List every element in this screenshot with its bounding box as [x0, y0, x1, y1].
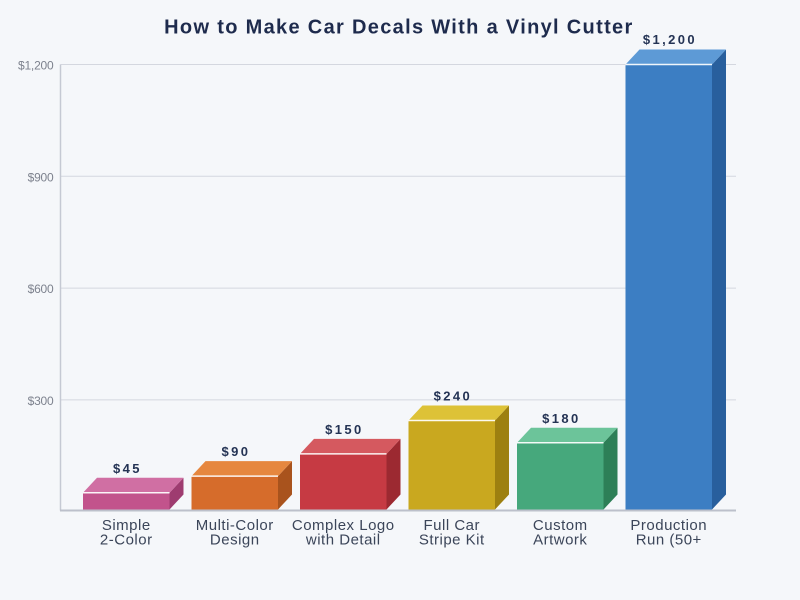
- svg-text:$45: $45: [113, 461, 142, 476]
- svg-text:$300: $300: [28, 394, 54, 408]
- svg-text:Design: Design: [210, 532, 260, 549]
- svg-text:$1,200: $1,200: [18, 59, 54, 73]
- svg-text:$600: $600: [28, 282, 54, 296]
- svg-text:$1,200: $1,200: [643, 32, 697, 47]
- svg-text:Run (50+: Run (50+: [636, 532, 702, 549]
- svg-text:$150: $150: [325, 422, 364, 437]
- svg-text:Artwork: Artwork: [533, 532, 587, 549]
- svg-text:Full Car: Full Car: [423, 517, 480, 534]
- svg-text:2-Color: 2-Color: [100, 532, 153, 549]
- svg-text:Stripe Kit: Stripe Kit: [419, 532, 485, 549]
- svg-text:with Detail: with Detail: [305, 532, 381, 549]
- svg-text:$240: $240: [434, 388, 473, 403]
- svg-text:How to Make Car Decals With a: How to Make Car Decals With a Vinyl Cutt…: [164, 17, 633, 39]
- svg-text:Custom: Custom: [533, 517, 588, 534]
- svg-text:$180: $180: [542, 411, 581, 426]
- svg-text:$90: $90: [222, 444, 251, 459]
- svg-text:Simple: Simple: [102, 517, 151, 534]
- svg-text:Production: Production: [630, 517, 707, 534]
- svg-text:Multi-Color: Multi-Color: [196, 517, 274, 534]
- svg-text:$900: $900: [28, 171, 54, 185]
- svg-text:Complex Logo: Complex Logo: [292, 517, 395, 534]
